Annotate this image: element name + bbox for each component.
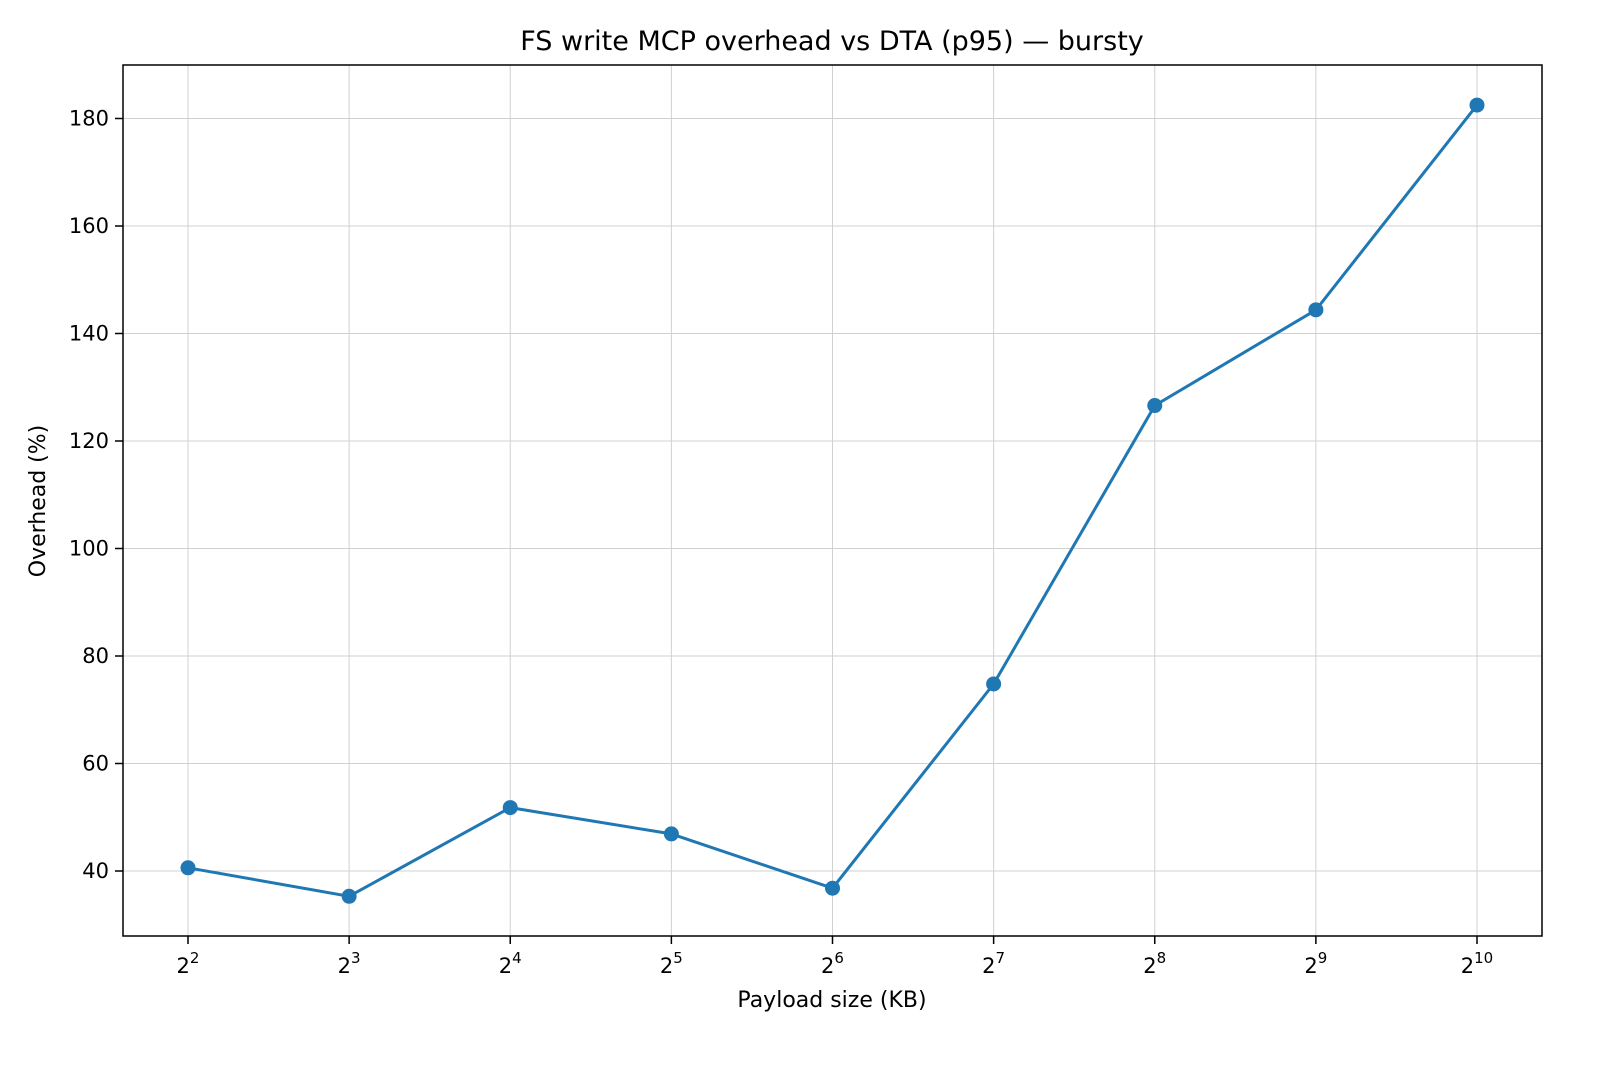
chart-title: FS write MCP overhead vs DTA (p95) — bur… xyxy=(520,26,1144,57)
ticks-layer: 22 23 24 25 26 27 28 29 210 40 60 80 100 120 140 160 180 xyxy=(69,107,1493,979)
y-tick-label: 60 xyxy=(82,752,109,776)
y-tick-label: 80 xyxy=(82,644,109,668)
data-point xyxy=(180,860,196,876)
data-point xyxy=(1147,398,1163,414)
data-point xyxy=(986,676,1002,692)
x-tick-label: 25 xyxy=(660,949,683,978)
data-point xyxy=(663,826,679,842)
grid-layer xyxy=(123,65,1542,936)
y-tick-label: 160 xyxy=(69,214,109,238)
data-point xyxy=(1469,97,1485,113)
x-axis-label: Payload size (KB) xyxy=(737,988,926,1013)
series-layer xyxy=(180,97,1485,904)
data-point xyxy=(825,880,840,896)
x-tick-label: 22 xyxy=(177,949,200,978)
y-tick-label: 140 xyxy=(69,322,109,346)
x-tick-label: 26 xyxy=(821,949,844,978)
data-point xyxy=(1308,302,1324,318)
y-tick-label: 120 xyxy=(69,429,109,453)
data-point xyxy=(502,800,518,816)
x-tick-label: 210 xyxy=(1461,949,1493,978)
x-tick-label: 23 xyxy=(338,949,361,978)
x-tick-label: 28 xyxy=(1143,949,1166,978)
x-tick-label: 29 xyxy=(1304,949,1327,978)
y-tick-label: 40 xyxy=(82,859,109,883)
y-tick-label: 180 xyxy=(69,107,109,131)
y-tick-label: 100 xyxy=(69,537,109,561)
y-axis-label: Overhead (%) xyxy=(26,425,51,578)
x-tick-label: 27 xyxy=(982,949,1005,978)
x-tick-label: 24 xyxy=(499,949,522,978)
data-point xyxy=(341,888,357,904)
